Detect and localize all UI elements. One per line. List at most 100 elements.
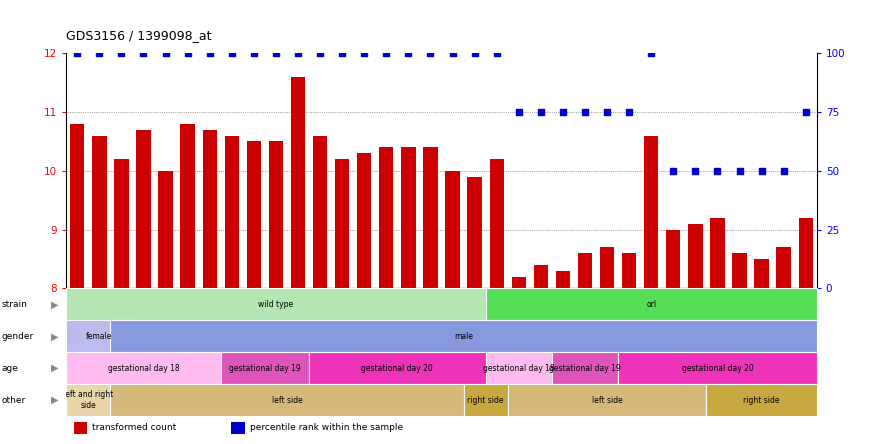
Bar bbox=[401, 147, 416, 289]
Bar bbox=[221, 352, 309, 384]
Bar bbox=[508, 384, 706, 416]
Point bbox=[799, 108, 813, 115]
Text: percentile rank within the sample: percentile rank within the sample bbox=[250, 423, 404, 432]
Bar bbox=[798, 218, 813, 289]
Point bbox=[402, 50, 416, 57]
Bar bbox=[224, 135, 239, 289]
Bar bbox=[379, 147, 394, 289]
Text: gestational day 20: gestational day 20 bbox=[682, 364, 753, 373]
Bar bbox=[486, 352, 552, 384]
Point bbox=[733, 167, 747, 174]
Bar bbox=[291, 77, 306, 289]
Point bbox=[777, 167, 791, 174]
Bar bbox=[467, 177, 482, 289]
Bar bbox=[555, 271, 570, 289]
Bar bbox=[710, 218, 725, 289]
Bar bbox=[552, 352, 618, 384]
Bar bbox=[754, 259, 769, 289]
Bar bbox=[66, 320, 132, 352]
Point bbox=[336, 50, 350, 57]
Bar bbox=[66, 352, 221, 384]
Point bbox=[578, 108, 592, 115]
Point bbox=[600, 108, 615, 115]
Point bbox=[534, 108, 548, 115]
Point bbox=[291, 50, 306, 57]
Text: right side: right side bbox=[743, 396, 780, 404]
Point bbox=[710, 167, 724, 174]
Bar bbox=[66, 384, 110, 416]
Bar bbox=[618, 352, 817, 384]
Point bbox=[247, 50, 261, 57]
Bar bbox=[114, 159, 129, 289]
Bar bbox=[464, 384, 508, 416]
Point bbox=[93, 50, 106, 57]
Text: ▶: ▶ bbox=[51, 363, 58, 373]
Bar bbox=[231, 422, 245, 434]
Point bbox=[357, 50, 372, 57]
Point bbox=[424, 50, 438, 57]
Point bbox=[313, 50, 328, 57]
Point bbox=[159, 50, 173, 57]
Bar bbox=[486, 289, 817, 320]
Bar bbox=[706, 384, 817, 416]
Bar bbox=[577, 253, 592, 289]
Bar bbox=[66, 289, 486, 320]
Point bbox=[512, 108, 526, 115]
Point bbox=[268, 50, 283, 57]
Text: left side: left side bbox=[592, 396, 623, 404]
Text: age: age bbox=[2, 364, 19, 373]
Text: wild type: wild type bbox=[259, 300, 293, 309]
Point bbox=[645, 50, 659, 57]
Point bbox=[70, 50, 85, 57]
Bar bbox=[489, 159, 504, 289]
Text: orl: orl bbox=[646, 300, 656, 309]
Text: male: male bbox=[454, 332, 473, 341]
Bar bbox=[533, 265, 548, 289]
Text: gestational day 20: gestational day 20 bbox=[361, 364, 434, 373]
Text: other: other bbox=[2, 396, 26, 404]
Bar bbox=[246, 142, 261, 289]
Bar bbox=[688, 224, 703, 289]
Bar bbox=[70, 124, 85, 289]
Text: ▶: ▶ bbox=[51, 395, 58, 405]
Point bbox=[180, 50, 194, 57]
Point bbox=[203, 50, 217, 57]
Text: gestational day 18: gestational day 18 bbox=[483, 364, 555, 373]
Text: female: female bbox=[87, 332, 112, 341]
Text: left and right
side: left and right side bbox=[64, 390, 113, 410]
Point bbox=[667, 167, 681, 174]
Point bbox=[556, 108, 570, 115]
Point bbox=[490, 50, 504, 57]
Bar bbox=[357, 153, 372, 289]
Point bbox=[623, 108, 637, 115]
Text: gestational day 19: gestational day 19 bbox=[229, 364, 301, 373]
Bar bbox=[73, 422, 87, 434]
Bar bbox=[313, 135, 328, 289]
Point bbox=[115, 50, 129, 57]
Text: GDS3156 / 1399098_at: GDS3156 / 1399098_at bbox=[66, 29, 212, 42]
Point bbox=[689, 167, 703, 174]
Bar bbox=[622, 253, 637, 289]
Point bbox=[380, 50, 394, 57]
Bar bbox=[180, 124, 195, 289]
Bar bbox=[644, 135, 659, 289]
Bar bbox=[268, 142, 283, 289]
Text: strain: strain bbox=[2, 300, 27, 309]
Text: ▶: ▶ bbox=[51, 299, 58, 309]
Bar bbox=[666, 230, 681, 289]
Bar bbox=[202, 130, 217, 289]
Text: gender: gender bbox=[2, 332, 34, 341]
Text: left side: left side bbox=[272, 396, 302, 404]
Text: transformed count: transformed count bbox=[93, 423, 177, 432]
Point bbox=[225, 50, 239, 57]
Bar bbox=[335, 159, 350, 289]
Bar bbox=[776, 247, 791, 289]
Bar bbox=[158, 171, 173, 289]
Bar bbox=[110, 384, 464, 416]
Text: gestational day 18: gestational day 18 bbox=[108, 364, 179, 373]
Bar bbox=[309, 352, 486, 384]
Text: gestational day 19: gestational day 19 bbox=[549, 364, 621, 373]
Bar bbox=[600, 247, 615, 289]
Bar bbox=[423, 147, 438, 289]
Point bbox=[446, 50, 460, 57]
